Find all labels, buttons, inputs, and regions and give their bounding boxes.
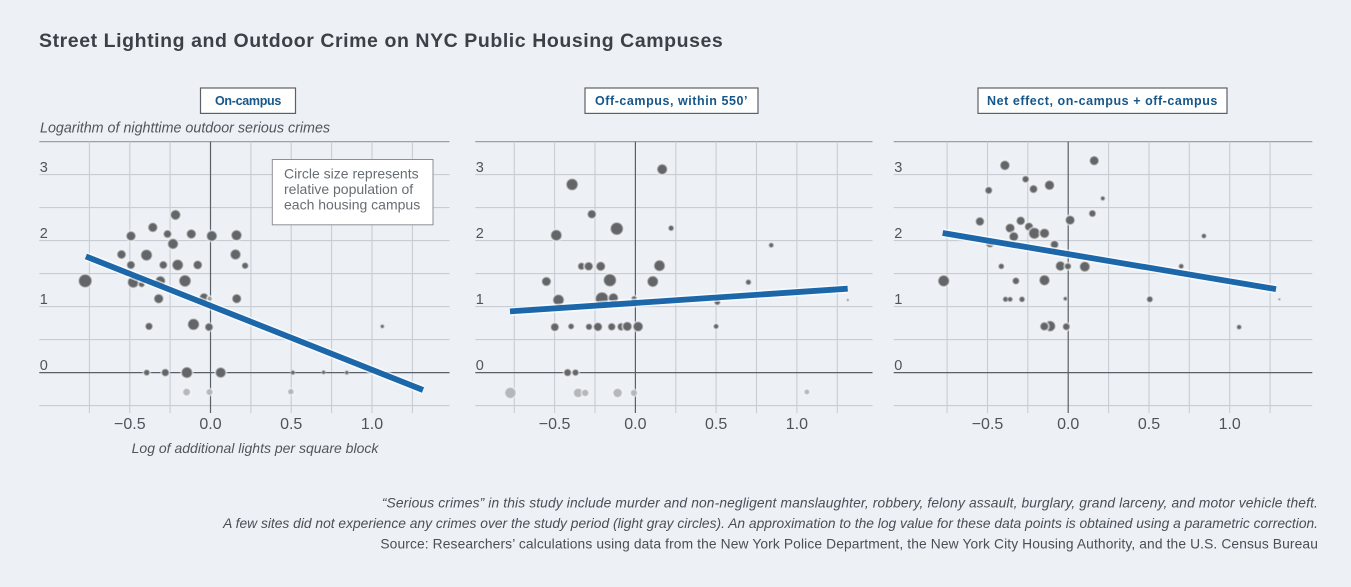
svg-text:0: 0 bbox=[40, 358, 48, 374]
svg-text:2: 2 bbox=[40, 226, 48, 242]
svg-text:0.0: 0.0 bbox=[624, 416, 646, 433]
svg-text:−0.5: −0.5 bbox=[972, 416, 1004, 433]
svg-text:0: 0 bbox=[476, 358, 484, 374]
svg-text:0.0: 0.0 bbox=[199, 416, 221, 433]
svg-text:Off-campus, within 550’: Off-campus, within 550’ bbox=[595, 94, 748, 108]
svg-text:1: 1 bbox=[476, 292, 484, 308]
svg-text:0.5: 0.5 bbox=[280, 416, 302, 433]
svg-text:1: 1 bbox=[40, 292, 48, 308]
svg-text:−0.5: −0.5 bbox=[114, 416, 146, 433]
svg-text:Street Lighting and Outdoor Cr: Street Lighting and Outdoor Crime on NYC… bbox=[39, 30, 723, 52]
svg-text:Net effect, on-campus + off-ca: Net effect, on-campus + off-campus bbox=[987, 94, 1218, 108]
svg-text:On-campus: On-campus bbox=[215, 94, 281, 108]
svg-text:relative population of: relative population of bbox=[284, 181, 413, 197]
svg-text:each housing campus: each housing campus bbox=[284, 197, 420, 213]
svg-text:0.0: 0.0 bbox=[1057, 416, 1079, 433]
svg-text:2: 2 bbox=[894, 226, 902, 242]
svg-text:3: 3 bbox=[40, 160, 48, 176]
svg-text:1.0: 1.0 bbox=[361, 416, 383, 433]
svg-text:3: 3 bbox=[894, 160, 902, 176]
svg-text:1: 1 bbox=[894, 292, 902, 308]
svg-text:Log of additional lights per s: Log of additional lights per square bloc… bbox=[132, 440, 380, 456]
svg-text:1.0: 1.0 bbox=[1219, 416, 1241, 433]
svg-text:A few sites did not experience: A few sites did not experience any crime… bbox=[222, 516, 1318, 531]
svg-text:−0.5: −0.5 bbox=[539, 416, 571, 433]
svg-text:“Serious crimes” in this study: “Serious crimes” in this study include m… bbox=[382, 496, 1318, 511]
svg-text:3: 3 bbox=[476, 160, 484, 176]
svg-text:2: 2 bbox=[476, 226, 484, 242]
svg-text:Circle size represents: Circle size represents bbox=[284, 166, 419, 182]
svg-text:1.0: 1.0 bbox=[786, 416, 808, 433]
svg-text:Source: Researchers’ calculati: Source: Researchers’ calculations using … bbox=[380, 536, 1318, 551]
svg-text:0.5: 0.5 bbox=[705, 416, 727, 433]
svg-text:0: 0 bbox=[894, 358, 902, 374]
svg-text:Logarithm of nighttime outdoor: Logarithm of nighttime outdoor serious c… bbox=[40, 121, 330, 137]
svg-text:0.5: 0.5 bbox=[1138, 416, 1160, 433]
